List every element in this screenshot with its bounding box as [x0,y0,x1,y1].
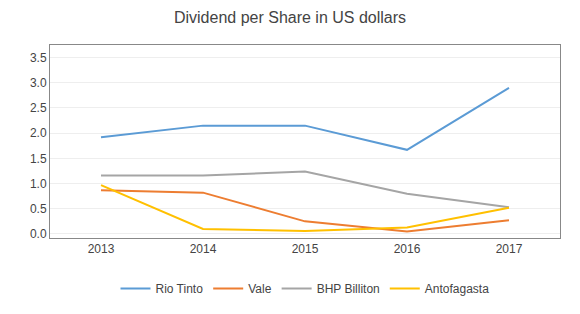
svg-text:2015: 2015 [292,242,319,256]
svg-text:Antofagasta: Antofagasta [425,282,489,296]
svg-text:2.0: 2.0 [30,126,47,140]
svg-text:Dividend per Share in US dolla: Dividend per Share in US dollars [174,9,406,26]
svg-text:Vale: Vale [248,282,271,296]
svg-text:1.5: 1.5 [30,152,47,166]
svg-text:2013: 2013 [88,242,115,256]
svg-text:3.5: 3.5 [30,51,47,65]
svg-text:2017: 2017 [496,242,523,256]
svg-text:0.5: 0.5 [30,202,47,216]
svg-text:3.0: 3.0 [30,76,47,90]
svg-text:2014: 2014 [190,242,217,256]
svg-text:0.0: 0.0 [30,227,47,241]
svg-text:2016: 2016 [394,242,421,256]
svg-text:1.0: 1.0 [30,177,47,191]
svg-text:2.5: 2.5 [30,101,47,115]
svg-text:Rio Tinto: Rio Tinto [156,282,204,296]
svg-text:BHP Billiton: BHP Billiton [317,282,380,296]
